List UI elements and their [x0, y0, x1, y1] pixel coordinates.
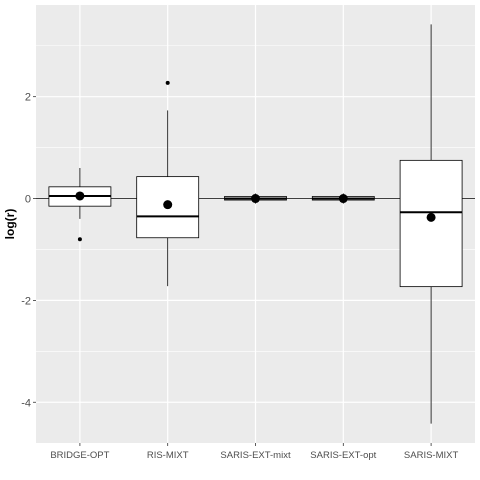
- y-tick-label: 2: [25, 92, 31, 104]
- mean-point: [75, 191, 85, 201]
- y-tick-label: -2: [21, 295, 31, 307]
- y-axis-label: log(r): [3, 209, 17, 240]
- mean-point: [338, 194, 348, 204]
- y-tick-label: 0: [25, 194, 31, 206]
- box-saris-ext-mixt: [224, 193, 287, 204]
- box-saris-ext-opt: [311, 193, 375, 204]
- x-tick-label: RIS-MIXT: [147, 450, 189, 461]
- x-tick-label: SARIS-EXT-mixt: [220, 450, 291, 461]
- mean-point: [163, 200, 173, 210]
- box-iqr: [399, 159, 463, 288]
- mean-point: [426, 212, 436, 222]
- x-tick-label: SARIS-MIXT: [404, 450, 459, 461]
- mean-point: [251, 194, 260, 204]
- outlier-point: [165, 80, 170, 85]
- outlier-point: [77, 237, 82, 242]
- box-bridge-opt: [48, 167, 112, 242]
- x-tick-label: BRIDGE-OPT: [50, 450, 109, 461]
- x-tick-label: SARIS-EXT-opt: [310, 450, 376, 461]
- x-axis-ticks: BRIDGE-OPT RIS-MIXT SARIS-EXT-mixt SARIS-EX…: [50, 443, 458, 461]
- box-series: [48, 24, 463, 424]
- box-saris-mixt: [399, 24, 463, 424]
- y-axis-ticks: 2 0 -2 -4: [21, 92, 36, 409]
- y-tick-label: -4: [21, 397, 31, 409]
- box-ris-mixt: [136, 80, 200, 287]
